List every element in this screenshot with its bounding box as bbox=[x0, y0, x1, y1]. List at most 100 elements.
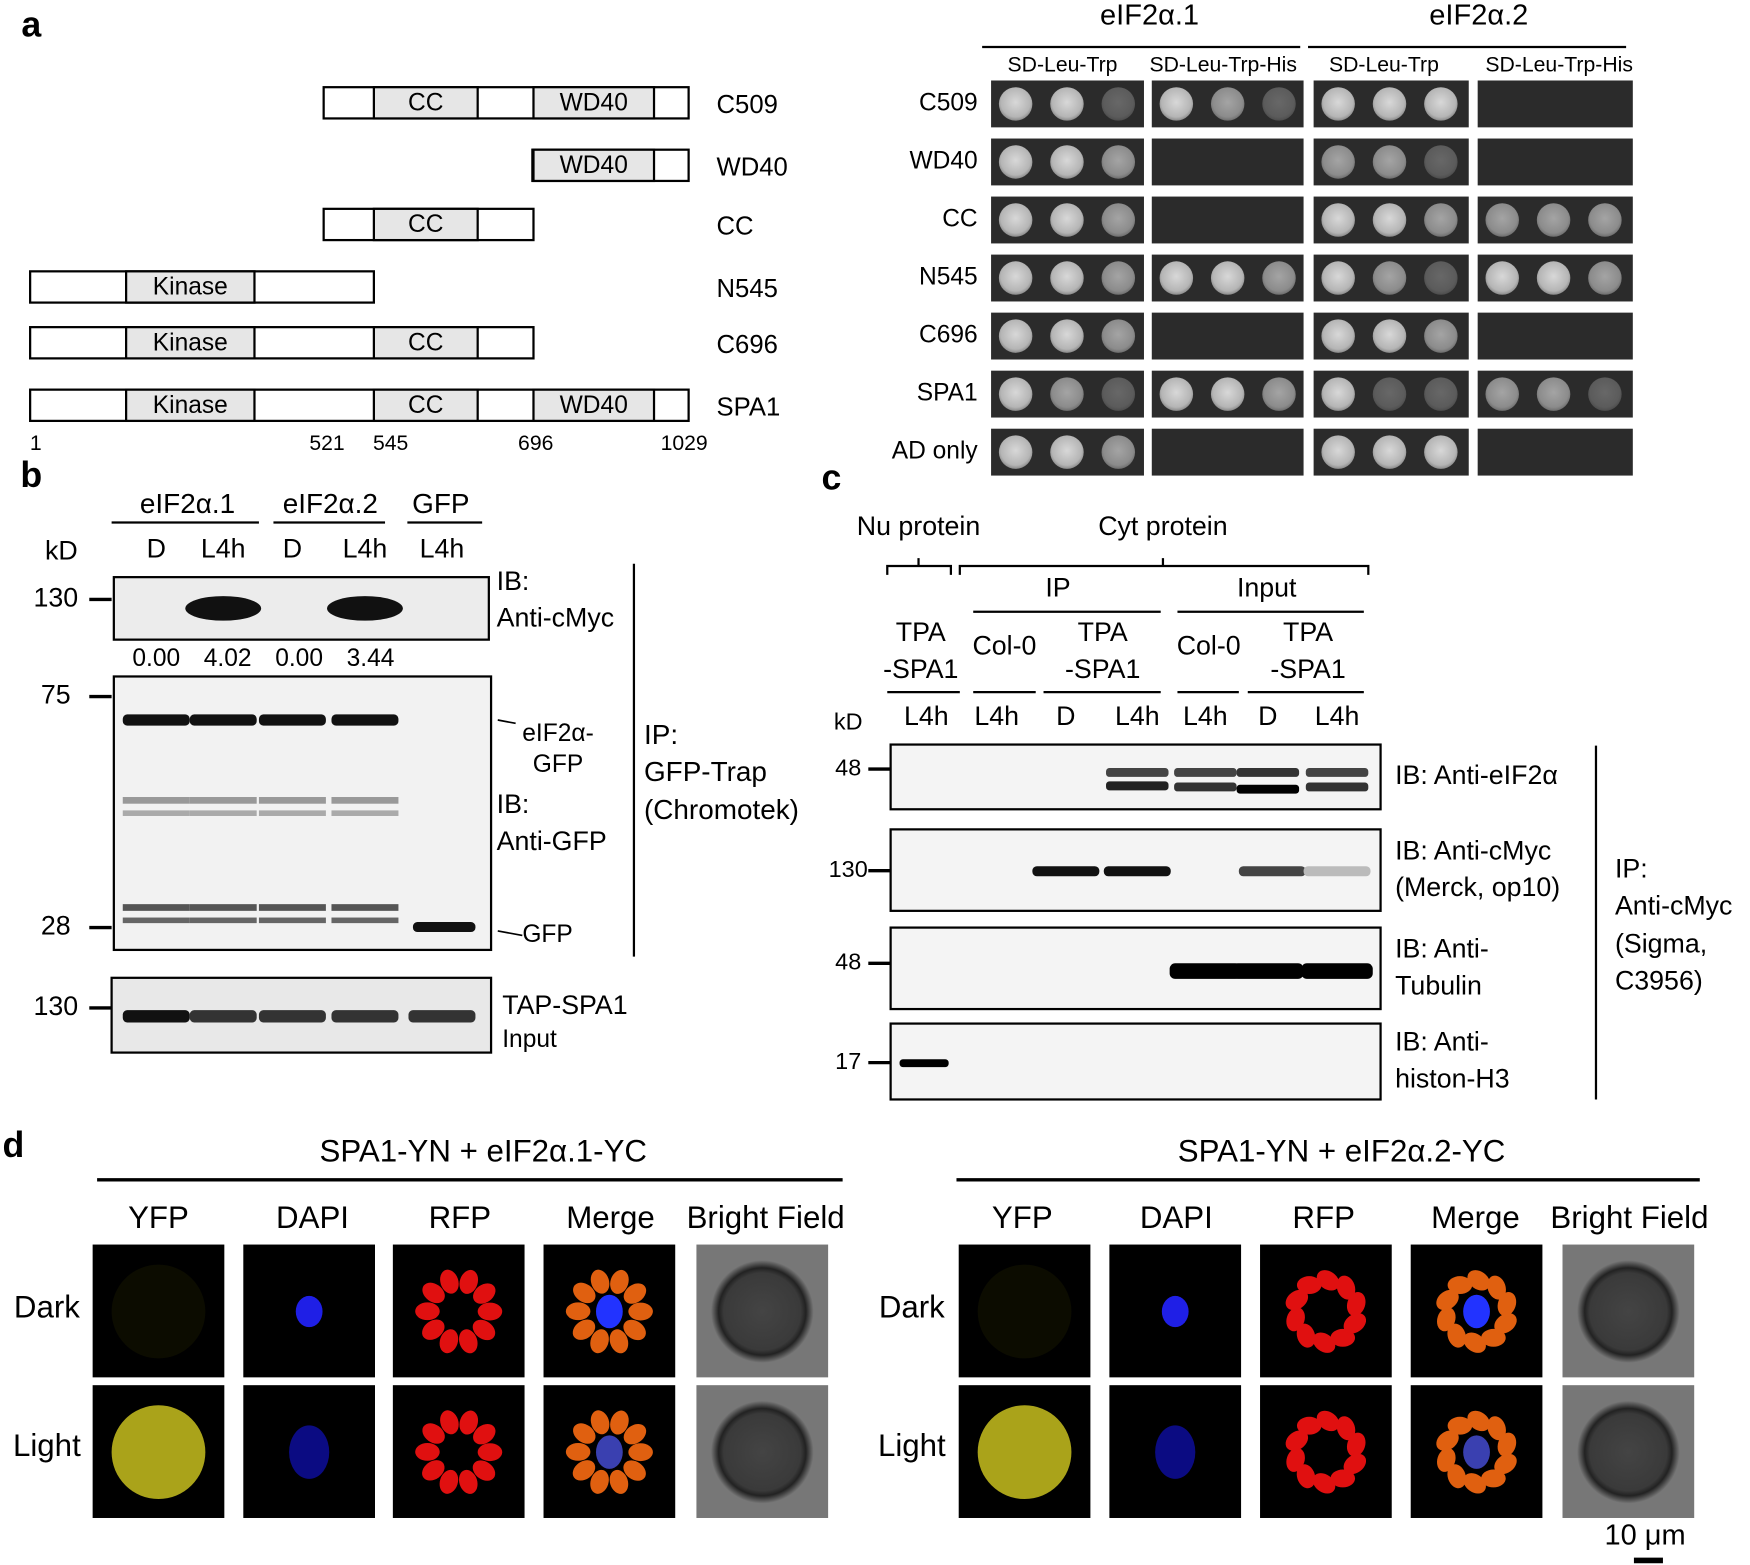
yeast-spot bbox=[1101, 435, 1136, 469]
domain-box bbox=[532, 86, 656, 120]
yeast-spot bbox=[1321, 435, 1355, 469]
chloroplast bbox=[1467, 1410, 1490, 1432]
row-label: Dark bbox=[879, 1290, 945, 1325]
cell bbox=[111, 1405, 206, 1500]
nucleus bbox=[1463, 1435, 1490, 1469]
construct-label: SPA1 bbox=[717, 393, 781, 421]
yeast-spot bbox=[1050, 319, 1084, 353]
channel-label: Bright Field bbox=[1550, 1200, 1708, 1235]
ip-label: (Sigma, bbox=[1615, 929, 1707, 959]
chloroplast bbox=[440, 1410, 459, 1435]
ip-label: C3956) bbox=[1615, 965, 1703, 995]
chloroplast bbox=[1447, 1416, 1473, 1435]
genotype-label: TPA bbox=[896, 617, 946, 647]
yeast-spot bbox=[1101, 87, 1136, 121]
band bbox=[1236, 767, 1300, 777]
chloroplast bbox=[422, 1460, 445, 1481]
chloroplast bbox=[623, 1319, 646, 1341]
yeast-spot bbox=[1210, 87, 1245, 121]
chloroplast bbox=[1312, 1473, 1336, 1494]
rule bbox=[497, 719, 516, 725]
bracket bbox=[958, 558, 1370, 575]
chloroplast bbox=[1330, 1328, 1356, 1347]
chloroplast bbox=[623, 1460, 646, 1481]
band bbox=[122, 1010, 190, 1023]
media-label: SD-Leu-Trp bbox=[1008, 54, 1118, 77]
channel-label: YFP bbox=[128, 1200, 189, 1235]
band bbox=[189, 714, 257, 726]
band bbox=[331, 917, 399, 924]
yeast-spot bbox=[1101, 145, 1136, 179]
chloroplast bbox=[1346, 1432, 1366, 1457]
chloroplast bbox=[439, 1469, 459, 1494]
yeast-spot bbox=[1210, 377, 1245, 411]
band bbox=[1169, 963, 1242, 979]
band bbox=[258, 1010, 326, 1023]
chloroplast bbox=[477, 1302, 503, 1321]
yeast-row-label: N545 bbox=[919, 264, 978, 291]
chloroplast bbox=[1447, 1323, 1466, 1348]
chloroplast bbox=[1286, 1447, 1305, 1472]
kd-label: kD bbox=[45, 536, 78, 566]
quant-label: 0.00 bbox=[275, 645, 323, 672]
chloroplast bbox=[1467, 1270, 1490, 1291]
chloroplast bbox=[572, 1460, 596, 1481]
domain-label: Kinase bbox=[153, 392, 228, 419]
ib-label: Tubulin bbox=[1395, 970, 1482, 1000]
chloroplast bbox=[422, 1319, 445, 1340]
section-label: IP bbox=[1045, 572, 1070, 602]
chloroplast bbox=[459, 1269, 479, 1294]
yeast-spot bbox=[1536, 261, 1571, 295]
genotype-label: TPA bbox=[1283, 617, 1333, 647]
yeast-spot bbox=[1262, 377, 1296, 411]
ib-label: IB: Anti- bbox=[1395, 1027, 1489, 1057]
yeast-spot bbox=[1372, 87, 1407, 121]
construct-label: CC bbox=[717, 213, 754, 241]
group-label: eIF2α.2 bbox=[283, 488, 378, 519]
yeast-spot bbox=[1372, 261, 1407, 295]
chloroplast bbox=[590, 1410, 610, 1435]
position-label: 521 bbox=[309, 432, 344, 455]
yeast-spot bbox=[1536, 203, 1571, 237]
yeast-row-label: C509 bbox=[919, 89, 978, 116]
cell bbox=[977, 1405, 1072, 1500]
marker-label: 130 bbox=[829, 856, 868, 882]
yeast-spot bbox=[1485, 377, 1519, 411]
chloroplast bbox=[1436, 1430, 1459, 1451]
cell bbox=[1577, 1260, 1680, 1363]
yeast-spot bbox=[1101, 203, 1136, 237]
panel-letter: c bbox=[822, 457, 842, 497]
band bbox=[122, 904, 190, 911]
chloroplast bbox=[477, 1443, 503, 1462]
ip-label: IP: bbox=[1615, 854, 1648, 884]
lane-label: L4h bbox=[904, 701, 949, 731]
band bbox=[1103, 866, 1171, 877]
lane-label: L4h bbox=[201, 533, 246, 563]
band bbox=[185, 596, 262, 621]
band bbox=[1305, 767, 1369, 777]
yeast-spot bbox=[1372, 435, 1407, 469]
chloroplast bbox=[422, 1423, 445, 1444]
yeast-row-label: WD40 bbox=[909, 147, 977, 174]
chloroplast bbox=[1343, 1313, 1367, 1334]
group-label: GFP bbox=[412, 488, 469, 519]
marker-label: 28 bbox=[41, 911, 71, 941]
band bbox=[122, 714, 190, 726]
cell bbox=[977, 1264, 1072, 1359]
yeast-spot bbox=[1262, 87, 1296, 121]
band bbox=[331, 1010, 399, 1023]
chloroplast bbox=[439, 1329, 459, 1354]
chloroplast bbox=[1497, 1291, 1517, 1316]
chloroplast bbox=[1487, 1416, 1506, 1441]
micrograph bbox=[392, 1385, 525, 1518]
domain-box bbox=[372, 388, 479, 423]
domain-label: WD40 bbox=[560, 152, 628, 179]
construct-label: WD40 bbox=[717, 153, 788, 181]
micrograph bbox=[392, 1244, 525, 1378]
chloroplast bbox=[623, 1423, 647, 1445]
band bbox=[1174, 782, 1237, 792]
chloroplast bbox=[1463, 1473, 1486, 1494]
media-label: SD-Leu-Trp bbox=[1329, 54, 1439, 77]
band bbox=[331, 904, 399, 911]
